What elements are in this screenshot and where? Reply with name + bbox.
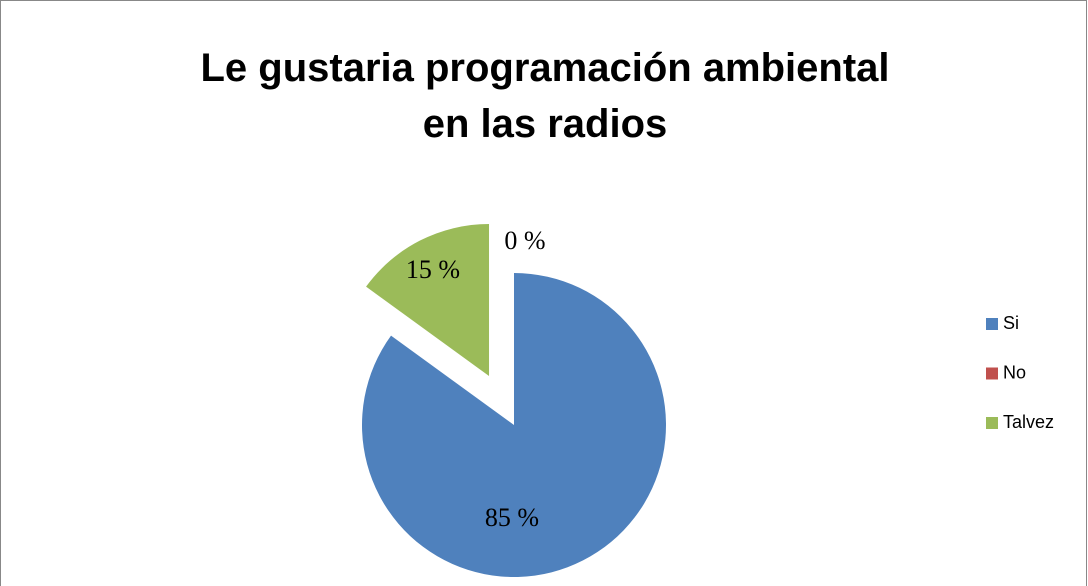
legend-swatch: [986, 318, 998, 330]
legend-label: No: [1003, 362, 1026, 382]
data-label: 15 %: [406, 255, 460, 284]
data-label: 85 %: [485, 503, 539, 532]
data-label: 0 %: [504, 226, 545, 255]
chart-title: Le gustaria programación ambiental en la…: [200, 46, 890, 146]
pie-slice: [366, 223, 490, 376]
legend-label: Si: [1003, 313, 1019, 333]
legend-swatch: [986, 417, 998, 429]
legend-label: Talvez: [1003, 412, 1054, 432]
legend-swatch: [986, 367, 998, 380]
